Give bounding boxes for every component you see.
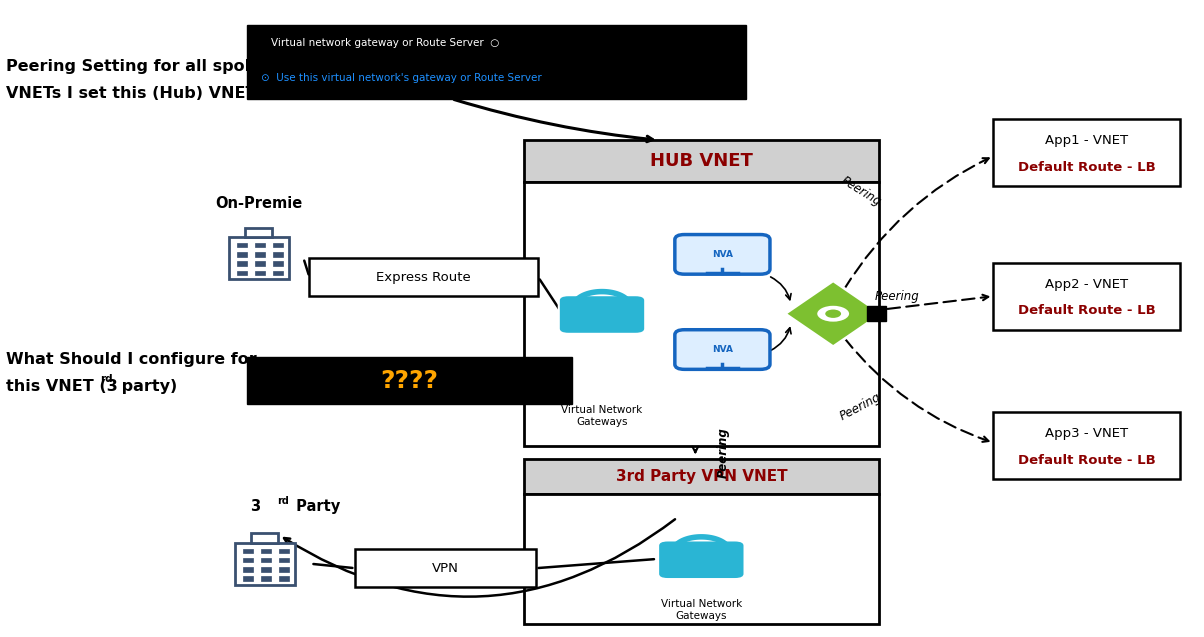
Text: Peering Setting for all spoke: Peering Setting for all spoke bbox=[6, 59, 266, 75]
Text: Peering: Peering bbox=[838, 390, 884, 423]
FancyBboxPatch shape bbox=[993, 120, 1180, 186]
FancyBboxPatch shape bbox=[237, 252, 247, 257]
Text: ⊙  Use this virtual network's gateway or Route Server: ⊙ Use this virtual network's gateway or … bbox=[261, 73, 542, 83]
Text: On-Premie: On-Premie bbox=[216, 196, 302, 211]
FancyBboxPatch shape bbox=[524, 182, 879, 446]
FancyBboxPatch shape bbox=[273, 252, 283, 257]
Text: 3rd Party VPN VNET: 3rd Party VPN VNET bbox=[615, 469, 787, 483]
Text: Express Route: Express Route bbox=[377, 271, 471, 283]
FancyBboxPatch shape bbox=[524, 459, 879, 494]
Text: Virtual network gateway or Route Server  ○: Virtual network gateway or Route Server … bbox=[271, 38, 500, 48]
Text: VNETs I set this (Hub) VNET: VNETs I set this (Hub) VNET bbox=[6, 86, 256, 101]
FancyBboxPatch shape bbox=[279, 548, 289, 553]
Text: Virtual Network
Gateways: Virtual Network Gateways bbox=[661, 599, 742, 621]
Text: Default Route - LB: Default Route - LB bbox=[1017, 161, 1156, 174]
Text: Default Route - LB: Default Route - LB bbox=[1017, 454, 1156, 467]
FancyBboxPatch shape bbox=[252, 533, 278, 543]
FancyBboxPatch shape bbox=[279, 558, 289, 562]
FancyBboxPatch shape bbox=[247, 357, 572, 404]
Text: Peering: Peering bbox=[874, 290, 920, 303]
FancyBboxPatch shape bbox=[243, 548, 253, 553]
FancyBboxPatch shape bbox=[261, 576, 271, 581]
FancyBboxPatch shape bbox=[247, 25, 746, 99]
Text: App3 - VNET: App3 - VNET bbox=[1045, 427, 1128, 440]
FancyBboxPatch shape bbox=[255, 261, 265, 266]
FancyBboxPatch shape bbox=[255, 243, 265, 248]
FancyBboxPatch shape bbox=[993, 413, 1180, 480]
Text: rd: rd bbox=[277, 496, 289, 506]
FancyBboxPatch shape bbox=[246, 227, 272, 237]
FancyBboxPatch shape bbox=[237, 243, 247, 248]
FancyBboxPatch shape bbox=[261, 558, 271, 562]
FancyBboxPatch shape bbox=[273, 271, 283, 275]
Text: NVA: NVA bbox=[712, 345, 733, 354]
FancyBboxPatch shape bbox=[867, 306, 886, 322]
FancyBboxPatch shape bbox=[237, 271, 247, 275]
FancyBboxPatch shape bbox=[279, 576, 289, 581]
Text: party): party) bbox=[116, 379, 177, 394]
Text: Virtual Network
Gateways: Virtual Network Gateways bbox=[561, 405, 643, 427]
FancyBboxPatch shape bbox=[255, 252, 265, 257]
FancyBboxPatch shape bbox=[243, 567, 253, 572]
FancyBboxPatch shape bbox=[273, 243, 283, 248]
FancyBboxPatch shape bbox=[273, 261, 283, 266]
Text: ????: ???? bbox=[380, 369, 438, 392]
Circle shape bbox=[816, 304, 850, 323]
FancyBboxPatch shape bbox=[993, 263, 1180, 330]
FancyBboxPatch shape bbox=[235, 543, 295, 585]
Text: 3: 3 bbox=[250, 499, 260, 514]
FancyBboxPatch shape bbox=[279, 567, 289, 572]
FancyBboxPatch shape bbox=[674, 234, 769, 274]
FancyBboxPatch shape bbox=[524, 140, 879, 182]
FancyBboxPatch shape bbox=[261, 567, 271, 572]
Text: App1 - VNET: App1 - VNET bbox=[1045, 134, 1128, 147]
Text: App2 - VNET: App2 - VNET bbox=[1045, 278, 1128, 290]
FancyBboxPatch shape bbox=[355, 549, 536, 587]
Text: rd: rd bbox=[100, 374, 112, 384]
Text: What Should I configure for: What Should I configure for bbox=[6, 352, 256, 368]
FancyBboxPatch shape bbox=[255, 271, 265, 275]
FancyBboxPatch shape bbox=[243, 576, 253, 581]
FancyBboxPatch shape bbox=[659, 540, 744, 579]
FancyBboxPatch shape bbox=[229, 237, 289, 279]
FancyBboxPatch shape bbox=[309, 258, 538, 296]
Text: VPN: VPN bbox=[432, 562, 459, 575]
Text: Peering: Peering bbox=[838, 174, 884, 208]
FancyBboxPatch shape bbox=[674, 330, 769, 369]
Text: Default Route - LB: Default Route - LB bbox=[1017, 304, 1156, 317]
FancyBboxPatch shape bbox=[243, 558, 253, 562]
Text: NVA: NVA bbox=[712, 250, 733, 259]
Text: Peering: Peering bbox=[716, 427, 730, 478]
Text: Party: Party bbox=[291, 499, 341, 514]
Text: HUB VNET: HUB VNET bbox=[650, 152, 752, 170]
Text: this VNET (3: this VNET (3 bbox=[6, 379, 118, 394]
FancyBboxPatch shape bbox=[524, 494, 879, 624]
FancyBboxPatch shape bbox=[237, 261, 247, 266]
FancyBboxPatch shape bbox=[261, 548, 271, 553]
Circle shape bbox=[825, 310, 842, 318]
FancyBboxPatch shape bbox=[559, 295, 645, 334]
Polygon shape bbox=[785, 281, 881, 347]
